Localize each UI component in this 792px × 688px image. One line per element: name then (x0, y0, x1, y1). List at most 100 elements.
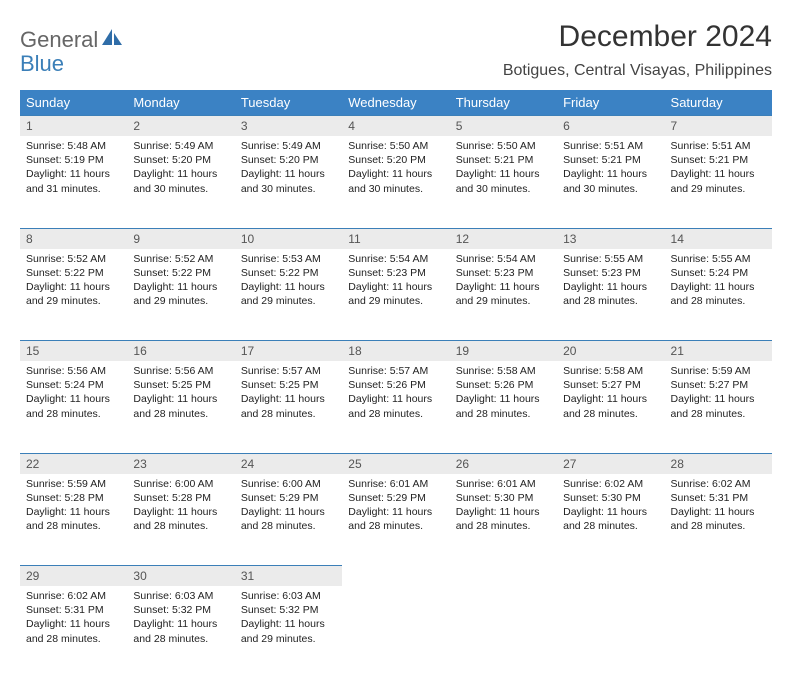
daylight-line: Daylight: 11 hours and 28 minutes. (456, 392, 551, 420)
day-cell: Sunrise: 5:58 AMSunset: 5:26 PMDaylight:… (450, 361, 557, 453)
daylight-line: Daylight: 11 hours and 28 minutes. (241, 505, 336, 533)
sunset-line: Sunset: 5:24 PM (26, 378, 121, 392)
day-cell: Sunrise: 5:58 AMSunset: 5:27 PMDaylight:… (557, 361, 664, 453)
day-details: Sunrise: 5:56 AMSunset: 5:25 PMDaylight:… (127, 361, 234, 427)
daylight-line: Daylight: 11 hours and 31 minutes. (26, 167, 121, 195)
sunset-line: Sunset: 5:20 PM (348, 153, 443, 167)
daylight-line: Daylight: 11 hours and 30 minutes. (241, 167, 336, 195)
sunrise-line: Sunrise: 6:02 AM (26, 589, 121, 603)
day-number-cell: 23 (127, 453, 234, 474)
daylight-line: Daylight: 11 hours and 28 minutes. (671, 505, 766, 533)
day-number-cell: 24 (235, 453, 342, 474)
day-number-cell: 29 (20, 566, 127, 587)
day-number-cell: 25 (342, 453, 449, 474)
day-number-row: 22232425262728 (20, 453, 772, 474)
day-details: Sunrise: 5:55 AMSunset: 5:23 PMDaylight:… (557, 249, 664, 315)
daylight-line: Daylight: 11 hours and 28 minutes. (671, 392, 766, 420)
sunrise-line: Sunrise: 6:02 AM (563, 477, 658, 491)
daylight-line: Daylight: 11 hours and 28 minutes. (671, 280, 766, 308)
header: General Blue December 2024 Botigues, Cen… (20, 20, 772, 80)
daylight-line: Daylight: 11 hours and 29 minutes. (133, 280, 228, 308)
sunrise-line: Sunrise: 5:51 AM (563, 139, 658, 153)
sunset-line: Sunset: 5:26 PM (456, 378, 551, 392)
day-cell: Sunrise: 6:02 AMSunset: 5:31 PMDaylight:… (665, 474, 772, 566)
sunrise-line: Sunrise: 5:58 AM (563, 364, 658, 378)
daylight-line: Daylight: 11 hours and 28 minutes. (563, 392, 658, 420)
daylight-line: Daylight: 11 hours and 30 minutes. (456, 167, 551, 195)
sunset-line: Sunset: 5:29 PM (348, 491, 443, 505)
sunrise-line: Sunrise: 5:57 AM (241, 364, 336, 378)
day-number-cell: 27 (557, 453, 664, 474)
day-cell: Sunrise: 5:56 AMSunset: 5:25 PMDaylight:… (127, 361, 234, 453)
day-cell: Sunrise: 6:00 AMSunset: 5:29 PMDaylight:… (235, 474, 342, 566)
day-details: Sunrise: 5:52 AMSunset: 5:22 PMDaylight:… (20, 249, 127, 315)
sunset-line: Sunset: 5:30 PM (563, 491, 658, 505)
day-cell: Sunrise: 5:52 AMSunset: 5:22 PMDaylight:… (127, 249, 234, 341)
day-details: Sunrise: 5:58 AMSunset: 5:27 PMDaylight:… (557, 361, 664, 427)
daylight-line: Daylight: 11 hours and 28 minutes. (563, 505, 658, 533)
day-number-cell: 26 (450, 453, 557, 474)
daylight-line: Daylight: 11 hours and 28 minutes. (133, 617, 228, 645)
day-number-cell: 7 (665, 116, 772, 137)
day-details: Sunrise: 5:55 AMSunset: 5:24 PMDaylight:… (665, 249, 772, 315)
day-body-row: Sunrise: 6:02 AMSunset: 5:31 PM Daylight:… (20, 586, 772, 678)
sunset-line: Sunset: 5:19 PM (26, 153, 121, 167)
sunrise-line: Sunrise: 6:03 AM (241, 589, 336, 603)
day-cell (665, 586, 772, 678)
day-number-cell: 3 (235, 116, 342, 137)
day-number-cell (450, 566, 557, 587)
sunset-line: Sunset: 5:21 PM (671, 153, 766, 167)
sunset-line: Sunset: 5:31 PM (26, 603, 121, 617)
daylight-line: Daylight: 11 hours and 28 minutes. (26, 392, 121, 420)
day-details: Sunrise: 5:49 AMSunset: 5:20 PMDaylight:… (235, 136, 342, 202)
sunrise-line: Sunrise: 5:56 AM (26, 364, 121, 378)
sunrise-line: Sunrise: 5:58 AM (456, 364, 551, 378)
day-number-cell: 9 (127, 228, 234, 249)
sunrise-line: Sunrise: 5:52 AM (133, 252, 228, 266)
sunrise-line: Sunrise: 5:59 AM (26, 477, 121, 491)
day-number-cell: 15 (20, 341, 127, 362)
daylight-line: Daylight: 11 hours and 29 minutes. (671, 167, 766, 195)
weekday-header-row: Sunday Monday Tuesday Wednesday Thursday… (20, 90, 772, 116)
day-cell: Sunrise: 5:49 AMSunset: 5:20 PMDaylight:… (127, 136, 234, 228)
day-number-row: 891011121314 (20, 228, 772, 249)
sunrise-line: Sunrise: 5:56 AM (133, 364, 228, 378)
day-number-cell: 20 (557, 341, 664, 362)
sunset-line: Sunset: 5:28 PM (26, 491, 121, 505)
sunset-line: Sunset: 5:24 PM (671, 266, 766, 280)
day-number-cell: 18 (342, 341, 449, 362)
sail-icon (102, 29, 124, 47)
sunrise-line: Sunrise: 5:57 AM (348, 364, 443, 378)
day-body-row: Sunrise: 5:52 AM Sunset: 5:22 PM Daylight:… (20, 249, 772, 341)
sunset-line: Sunset: 5:27 PM (563, 378, 658, 392)
day-cell: Sunrise: 5:50 AMSunset: 5:20 PMDaylight:… (342, 136, 449, 228)
sunset-line: Sunset: 5:22 PM (241, 266, 336, 280)
sunset-line: Sunset: 5:23 PM (456, 266, 551, 280)
day-number-cell: 8 (20, 228, 127, 249)
day-cell: Sunrise: 6:01 AMSunset: 5:29 PMDaylight:… (342, 474, 449, 566)
sunrise-line: Sunrise: 5:55 AM (563, 252, 658, 266)
daylight-line: Daylight: 11 hours and 29 minutes. (348, 280, 443, 308)
daylight-line: Daylight: 11 hours and 28 minutes. (456, 505, 551, 533)
day-details: Sunrise: 5:54 AMSunset: 5:23 PMDaylight:… (342, 249, 449, 315)
day-number-cell: 13 (557, 228, 664, 249)
sunset-line: Sunset: 5:26 PM (348, 378, 443, 392)
day-cell: Sunrise: 5:48 AMSunset: 5:19 PMDaylight:… (20, 136, 127, 228)
day-details: Sunrise: 6:03 AMSunset: 5:32 PMDaylight:… (127, 586, 234, 652)
day-details: Sunrise: 5:57 AMSunset: 5:25 PMDaylight:… (235, 361, 342, 427)
sunrise-line: Sunrise: 6:02 AM (671, 477, 766, 491)
daylight-line: Daylight: 11 hours and 28 minutes. (241, 392, 336, 420)
weekday-header: Tuesday (235, 90, 342, 116)
brand-logo: General Blue (20, 28, 124, 76)
daylight-line: Daylight: 11 hours and 28 minutes. (348, 505, 443, 533)
day-details: Sunrise: 6:02 AMSunset: 5:31 PMDaylight:… (665, 474, 772, 540)
day-number-cell (557, 566, 664, 587)
day-details: Sunrise: 6:02 AMSunset: 5:30 PMDaylight:… (557, 474, 664, 540)
daylight-line: Daylight: 11 hours and 28 minutes. (133, 392, 228, 420)
sunset-line: Sunset: 5:31 PM (671, 491, 766, 505)
day-number-cell: 17 (235, 341, 342, 362)
day-number-cell: 28 (665, 453, 772, 474)
day-number-row: 15161718192021 (20, 341, 772, 362)
sunrise-line: Sunrise: 6:00 AM (241, 477, 336, 491)
day-details: Sunrise: 5:51 AMSunset: 5:21 PMDaylight:… (665, 136, 772, 202)
